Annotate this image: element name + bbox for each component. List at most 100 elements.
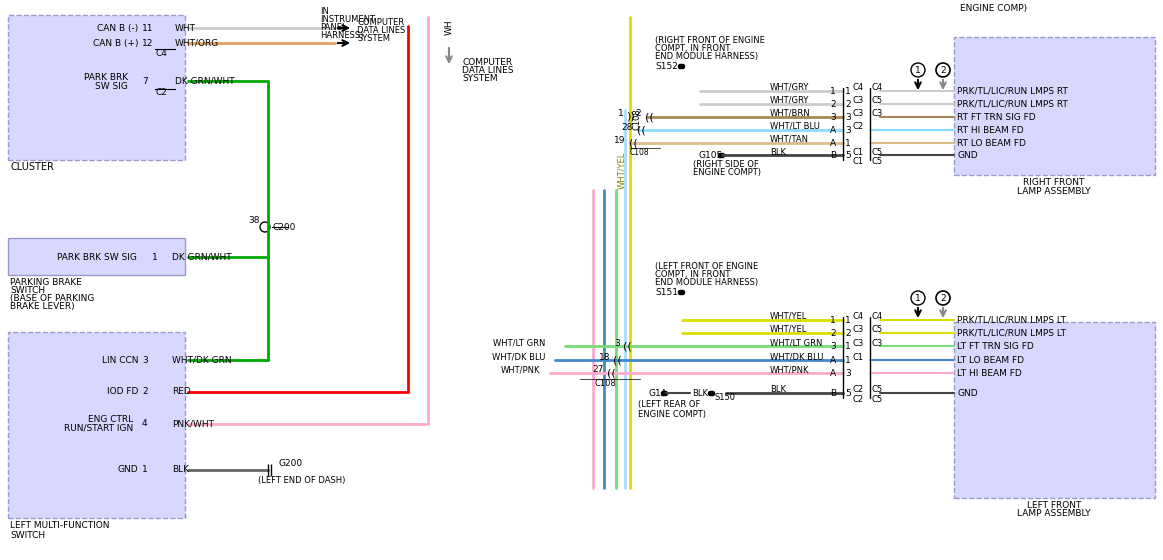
Text: LT HI BEAM FD: LT HI BEAM FD — [957, 368, 1022, 377]
Text: DK GRN/WHT: DK GRN/WHT — [174, 77, 235, 86]
Text: (LEFT END OF DASH): (LEFT END OF DASH) — [258, 475, 345, 484]
Text: LEFT FRONT: LEFT FRONT — [1027, 501, 1082, 510]
Text: 1: 1 — [846, 86, 851, 96]
Text: C108: C108 — [630, 147, 650, 156]
Text: PNK/WHT: PNK/WHT — [172, 419, 214, 428]
Text: WHT/YEL: WHT/YEL — [618, 151, 627, 189]
Text: 1: 1 — [846, 342, 851, 351]
Text: END MODULE HARNESS): END MODULE HARNESS) — [655, 278, 758, 287]
Text: BRAKE LEVER): BRAKE LEVER) — [10, 301, 74, 310]
Text: 1: 1 — [915, 66, 921, 74]
Text: PRK/TL/LIC/RUN LMPS RT: PRK/TL/LIC/RUN LMPS RT — [957, 86, 1068, 96]
Text: 2: 2 — [846, 100, 850, 109]
Text: WHT/PNK: WHT/PNK — [770, 366, 809, 375]
Text: 5: 5 — [846, 389, 851, 398]
Text: (LEFT FRONT OF ENGINE: (LEFT FRONT OF ENGINE — [655, 262, 758, 270]
Text: WHT/DK BLU: WHT/DK BLU — [770, 352, 823, 362]
Text: 11: 11 — [142, 24, 154, 32]
Text: 1: 1 — [846, 138, 851, 147]
Text: 3: 3 — [846, 368, 851, 377]
Text: C5: C5 — [871, 385, 883, 394]
Text: C4: C4 — [852, 82, 864, 91]
Text: DATA LINES: DATA LINES — [357, 26, 405, 35]
Text: PARK BRK SW SIG: PARK BRK SW SIG — [57, 253, 137, 262]
Text: ENG CTRL: ENG CTRL — [88, 414, 133, 423]
Text: 28: 28 — [622, 123, 633, 132]
Text: C2: C2 — [852, 385, 864, 394]
Text: WHT/BRN: WHT/BRN — [770, 109, 811, 118]
Text: 3: 3 — [846, 125, 851, 134]
Text: BLK: BLK — [692, 389, 708, 398]
Text: GND: GND — [117, 465, 138, 474]
Text: C4: C4 — [871, 82, 883, 91]
Text: 1: 1 — [846, 315, 851, 324]
Text: 5: 5 — [846, 151, 851, 160]
Text: 1: 1 — [915, 293, 921, 302]
Text: (LEFT REAR OF: (LEFT REAR OF — [638, 400, 700, 409]
Text: ENGINE COMP): ENGINE COMP) — [959, 3, 1027, 12]
Text: C3: C3 — [852, 324, 864, 334]
Text: C4: C4 — [871, 311, 883, 320]
Text: LT FT TRN SIG FD: LT FT TRN SIG FD — [957, 342, 1034, 351]
Text: A: A — [830, 356, 836, 365]
Text: IN: IN — [320, 7, 329, 16]
Text: 38: 38 — [248, 216, 259, 225]
Text: 7: 7 — [142, 77, 148, 86]
Text: BLK: BLK — [172, 465, 190, 474]
Text: C1: C1 — [852, 147, 864, 156]
Text: CAN B (+): CAN B (+) — [93, 39, 138, 48]
Text: ((: (( — [645, 112, 654, 122]
Text: 1: 1 — [846, 356, 851, 365]
Text: DK GRN/WHT: DK GRN/WHT — [172, 253, 231, 262]
Text: PARKING BRAKE: PARKING BRAKE — [10, 278, 81, 287]
Text: WHT/YEL: WHT/YEL — [770, 324, 807, 334]
Text: WHT/GRY: WHT/GRY — [770, 96, 809, 105]
Text: 1: 1 — [830, 315, 836, 324]
Text: WHT/ORG: WHT/ORG — [174, 39, 220, 48]
Text: 3: 3 — [142, 356, 148, 365]
Text: HARNESS): HARNESS) — [320, 30, 363, 40]
Text: WHT/GRY: WHT/GRY — [770, 82, 809, 91]
Text: ((: (( — [629, 138, 637, 148]
Text: 1: 1 — [142, 465, 148, 474]
Text: 2: 2 — [830, 329, 836, 338]
Text: 4: 4 — [142, 419, 148, 428]
Text: )): )) — [626, 111, 635, 121]
Text: SWITCH: SWITCH — [10, 530, 45, 539]
Text: ((: (( — [623, 341, 632, 351]
Text: WHT/PNK: WHT/PNK — [500, 366, 540, 375]
Text: 2: 2 — [846, 329, 850, 338]
Text: 3: 3 — [846, 113, 851, 122]
Text: (RIGHT FRONT OF ENGINE: (RIGHT FRONT OF ENGINE — [655, 35, 765, 44]
Text: S150: S150 — [714, 393, 735, 402]
Text: CLUSTER: CLUSTER — [10, 162, 53, 172]
Text: GND: GND — [957, 151, 978, 160]
Text: LT LO BEAM FD: LT LO BEAM FD — [957, 356, 1023, 365]
Text: C3: C3 — [871, 109, 883, 118]
Text: PRK/TL/LIC/RUN LMPS RT: PRK/TL/LIC/RUN LMPS RT — [957, 100, 1068, 109]
Text: 18: 18 — [599, 352, 611, 362]
Text: GND: GND — [957, 389, 978, 398]
Text: WHT/DK GRN: WHT/DK GRN — [172, 356, 231, 365]
Text: COMPT, IN FRONT: COMPT, IN FRONT — [655, 44, 730, 53]
Text: RUN/START IGN: RUN/START IGN — [64, 423, 133, 432]
Text: PRK/TL/LIC/RUN LMPS LT: PRK/TL/LIC/RUN LMPS LT — [957, 329, 1066, 338]
Text: 2: 2 — [940, 293, 946, 302]
Text: 1: 1 — [618, 109, 623, 118]
Text: C3: C3 — [852, 96, 864, 105]
Text: S151: S151 — [655, 287, 678, 296]
Text: DATA LINES: DATA LINES — [462, 66, 514, 74]
Text: C5: C5 — [871, 96, 883, 105]
Text: C5: C5 — [871, 156, 883, 166]
Text: END MODULE HARNESS): END MODULE HARNESS) — [655, 52, 758, 60]
Text: C5: C5 — [871, 324, 883, 334]
Bar — [954, 322, 1155, 498]
Text: BLK: BLK — [770, 147, 786, 156]
Text: RED: RED — [172, 388, 191, 396]
Text: LAMP ASSEMBLY: LAMP ASSEMBLY — [1018, 186, 1091, 195]
Text: IOD FD: IOD FD — [107, 388, 138, 396]
Text: 12: 12 — [142, 39, 154, 48]
Text: C108: C108 — [594, 379, 616, 388]
Text: G200: G200 — [278, 460, 302, 469]
Text: WHT/DK BLU: WHT/DK BLU — [492, 352, 545, 362]
